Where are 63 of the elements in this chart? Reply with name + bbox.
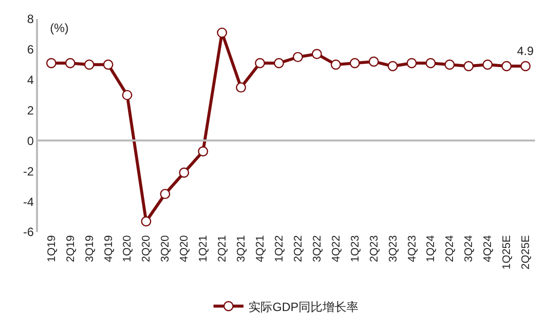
x-tick-label: 3Q24 [463,235,476,262]
x-tick-label: 1Q21 [198,235,210,262]
point [103,60,114,70]
x-tick-label: 4Q24 [482,235,494,262]
x-tick-label: 4Q19 [102,235,115,262]
point [330,60,341,70]
y-tick-label: 8 [27,12,34,26]
y-tick-label: 0 [27,134,34,148]
x-tick-label: 3Q20 [160,235,172,262]
point [426,58,436,68]
point [350,58,360,68]
point [46,58,56,68]
point [274,58,284,68]
point [160,188,170,200]
point [520,61,531,72]
x-tick-label: 3Q21 [236,235,248,262]
point [84,60,94,70]
x-tick-label: 3Q19 [84,235,96,262]
point [65,58,76,68]
point [236,82,246,93]
x-tick-label: 2Q22 [292,235,304,262]
x-tick-label: 1Q23 [349,235,362,262]
x-tick-label: 2Q24 [444,235,456,262]
point [292,52,303,62]
x-tick-label: 2Q25E [520,235,532,270]
x-tick-label: 2Q21 [216,235,229,262]
point [122,90,132,100]
x-tick-label: 1Q20 [122,235,134,262]
y-axis-title: (%) [50,21,69,35]
x-tick-label: 4Q22 [330,235,342,262]
x-tick-label: 3Q23 [387,235,400,262]
y-tick-label: 6 [27,42,34,57]
point [406,58,417,68]
point [216,28,228,38]
point [198,146,208,156]
y-tick-label: -6 [23,225,34,240]
x-tick-label: 1Q19 [46,235,58,262]
x-tick-label: 3Q22 [311,235,324,262]
x-tick-label: 4Q21 [254,235,267,262]
point [464,61,474,72]
y-tick-label: -4 [23,194,34,209]
x-tick-label: 2Q23 [368,235,380,262]
legend-label: 实际GDP同比增长率 [248,300,359,314]
x-tick-label: 1Q24 [425,235,438,262]
y-tick-label: 4 [27,73,34,88]
x-tick-label: 1Q25E [501,235,514,270]
point [444,60,455,70]
x-tick-label: 4Q23 [406,235,418,262]
point [178,168,190,178]
point [388,61,398,72]
x-tick-label: 4Q20 [178,235,191,262]
point [501,61,512,72]
annotation: 4.9 [517,44,534,58]
x-tick-label: 2Q20 [140,235,153,262]
x-tick-label: 1Q22 [273,235,286,262]
point [312,48,322,60]
point [368,56,379,67]
y-tick-label: 2 [27,103,34,118]
point [254,58,266,68]
point [482,60,493,70]
x-tick-label: 2Q19 [64,235,77,262]
y-tick-label: -2 [23,164,34,178]
point [141,216,152,226]
